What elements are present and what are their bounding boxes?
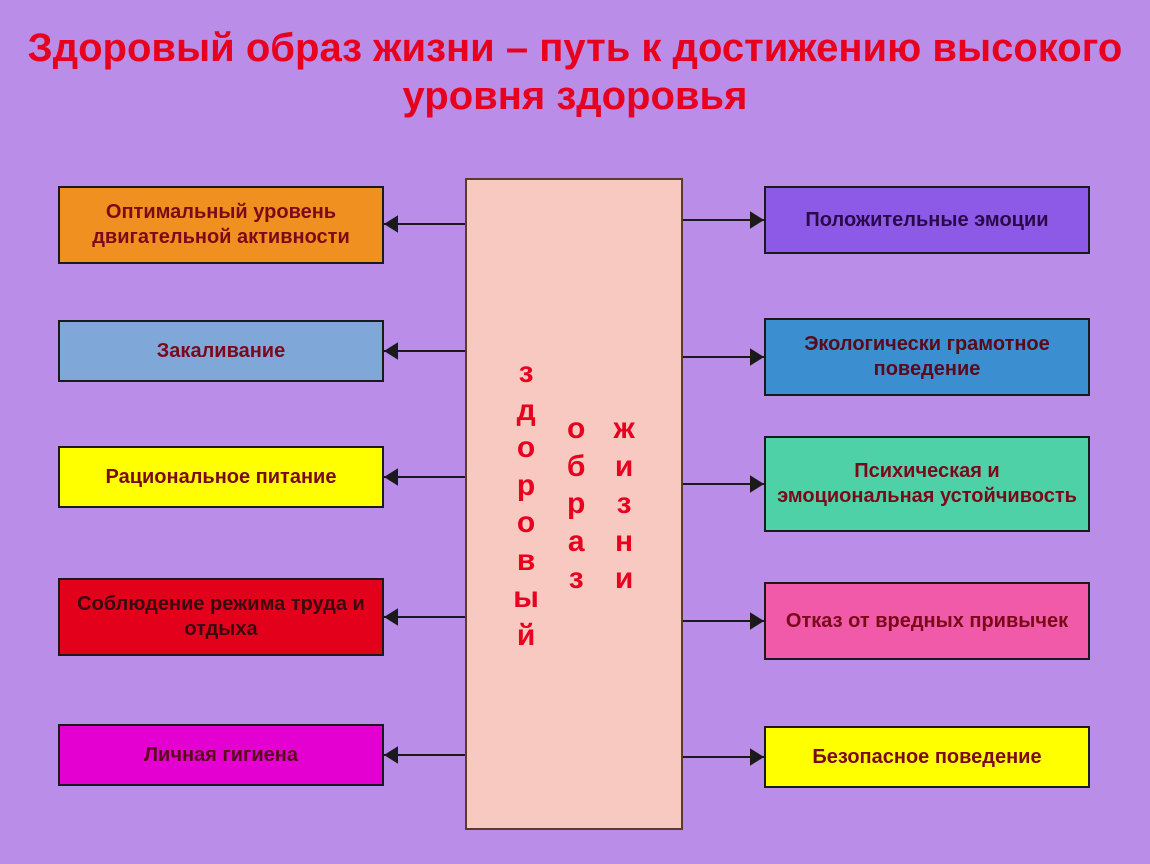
concept-box: Закаливание: [58, 320, 384, 382]
concept-box: Личная гигиена: [58, 724, 384, 786]
center-word: жизни: [613, 410, 634, 598]
center-word: образ: [567, 410, 586, 598]
concept-box: Положительные эмоции: [764, 186, 1090, 254]
center-word: здоровый: [513, 354, 539, 654]
concept-box: Психическая и эмоциональная устойчивость: [764, 436, 1090, 532]
page-title: Здоровый образ жизни – путь к достижению…: [0, 24, 1150, 120]
concept-box: Соблюдение режима труда и отдыха: [58, 578, 384, 656]
center-vertical-words: здоровый образ жизни: [513, 354, 634, 654]
concept-box: Оптимальный уровень двигательной активно…: [58, 186, 384, 264]
concept-box: Экологически грамотное поведение: [764, 318, 1090, 396]
concept-box: Отказ от вредных привычек: [764, 582, 1090, 660]
concept-box: Рациональное питание: [58, 446, 384, 508]
center-box: здоровый образ жизни: [465, 178, 683, 830]
concept-box: Безопасное поведение: [764, 726, 1090, 788]
